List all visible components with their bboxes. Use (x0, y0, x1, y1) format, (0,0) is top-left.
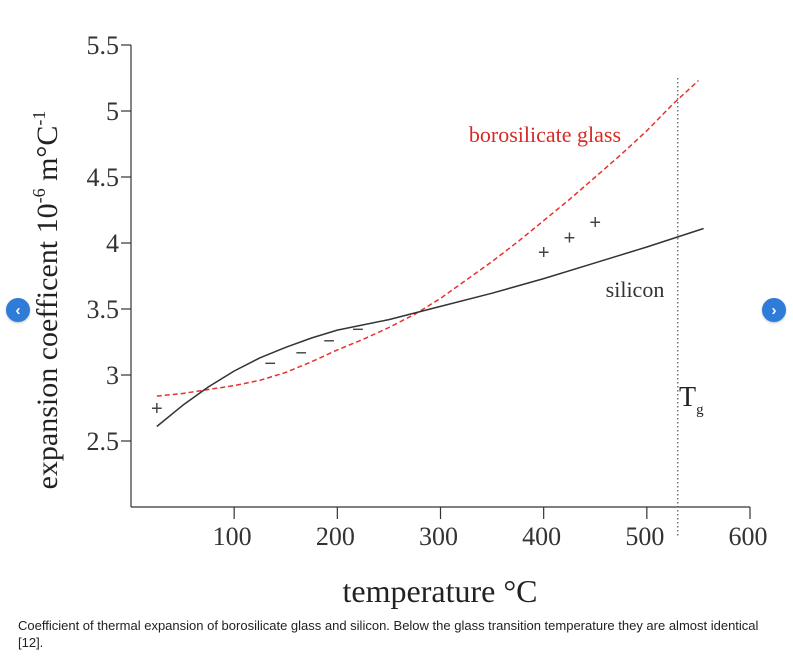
data-marker: + (564, 228, 576, 250)
y-axis-label-unit: m°C (31, 126, 64, 189)
x-tick-label: 100 (213, 522, 252, 551)
data-marker: − (323, 331, 335, 353)
y-tick-label: 5 (106, 97, 119, 126)
y-tick-label: 3 (106, 361, 119, 390)
data-marker: − (264, 353, 276, 375)
y-tick-label: 4 (106, 229, 119, 258)
label-layer: borosilicate glass silicon Tg (469, 122, 704, 418)
y-tick-label: 4.5 (87, 163, 120, 192)
x-axis-label: temperature °C (343, 573, 538, 609)
y-tick-label: 3.5 (87, 295, 120, 324)
x-tick-label: 500 (625, 522, 664, 551)
tg-label-main: T (679, 382, 696, 413)
series-line-1 (156, 227, 704, 428)
tg-label-subscript: g (696, 402, 704, 418)
y-axis-label-exponent: -6 (29, 188, 49, 203)
prev-arrow-button[interactable]: ‹ (6, 298, 30, 322)
silicon-label: silicon (606, 277, 665, 302)
series-line-0 (156, 80, 699, 397)
y-axis-label-unit-exponent: -1 (29, 111, 49, 126)
series-layer (156, 80, 704, 428)
y-axis-label: expansion coefficent 10-6 m°C-1 (29, 111, 64, 490)
data-marker: − (295, 343, 307, 365)
data-marker: + (589, 212, 601, 234)
x-tick-label: 400 (522, 522, 561, 551)
y-axis-label-main: expansion coefficent 10 (31, 203, 64, 489)
borosilicate-glass-label: borosilicate glass (469, 122, 621, 147)
data-marker: + (538, 242, 550, 264)
chevron-left-icon: ‹ (15, 301, 21, 319)
next-arrow-button[interactable]: › (762, 298, 786, 322)
chart-axes: 2.5 3 3.5 4 4.5 5 5.5 100 200 300 400 500 600 tempera… (29, 31, 768, 609)
data-marker: − (352, 319, 364, 341)
y-tick-label: 2.5 (87, 427, 120, 456)
figure-caption: Coefficient of thermal expansion of boro… (18, 618, 759, 650)
x-tick-label: 200 (316, 522, 355, 551)
chevron-right-icon: › (771, 301, 777, 319)
y-tick-label: 5.5 (87, 31, 120, 60)
expansion-chart: 2.5 3 3.5 4 4.5 5 5.5 100 200 300 400 500 600 tempera… (29, 31, 768, 609)
tg-label: Tg (679, 382, 704, 418)
x-tick-label: 300 (419, 522, 458, 551)
x-tick-label: 600 (729, 522, 768, 551)
marker-layer: +− −−−+++ (151, 212, 601, 420)
data-marker: + (151, 398, 163, 420)
